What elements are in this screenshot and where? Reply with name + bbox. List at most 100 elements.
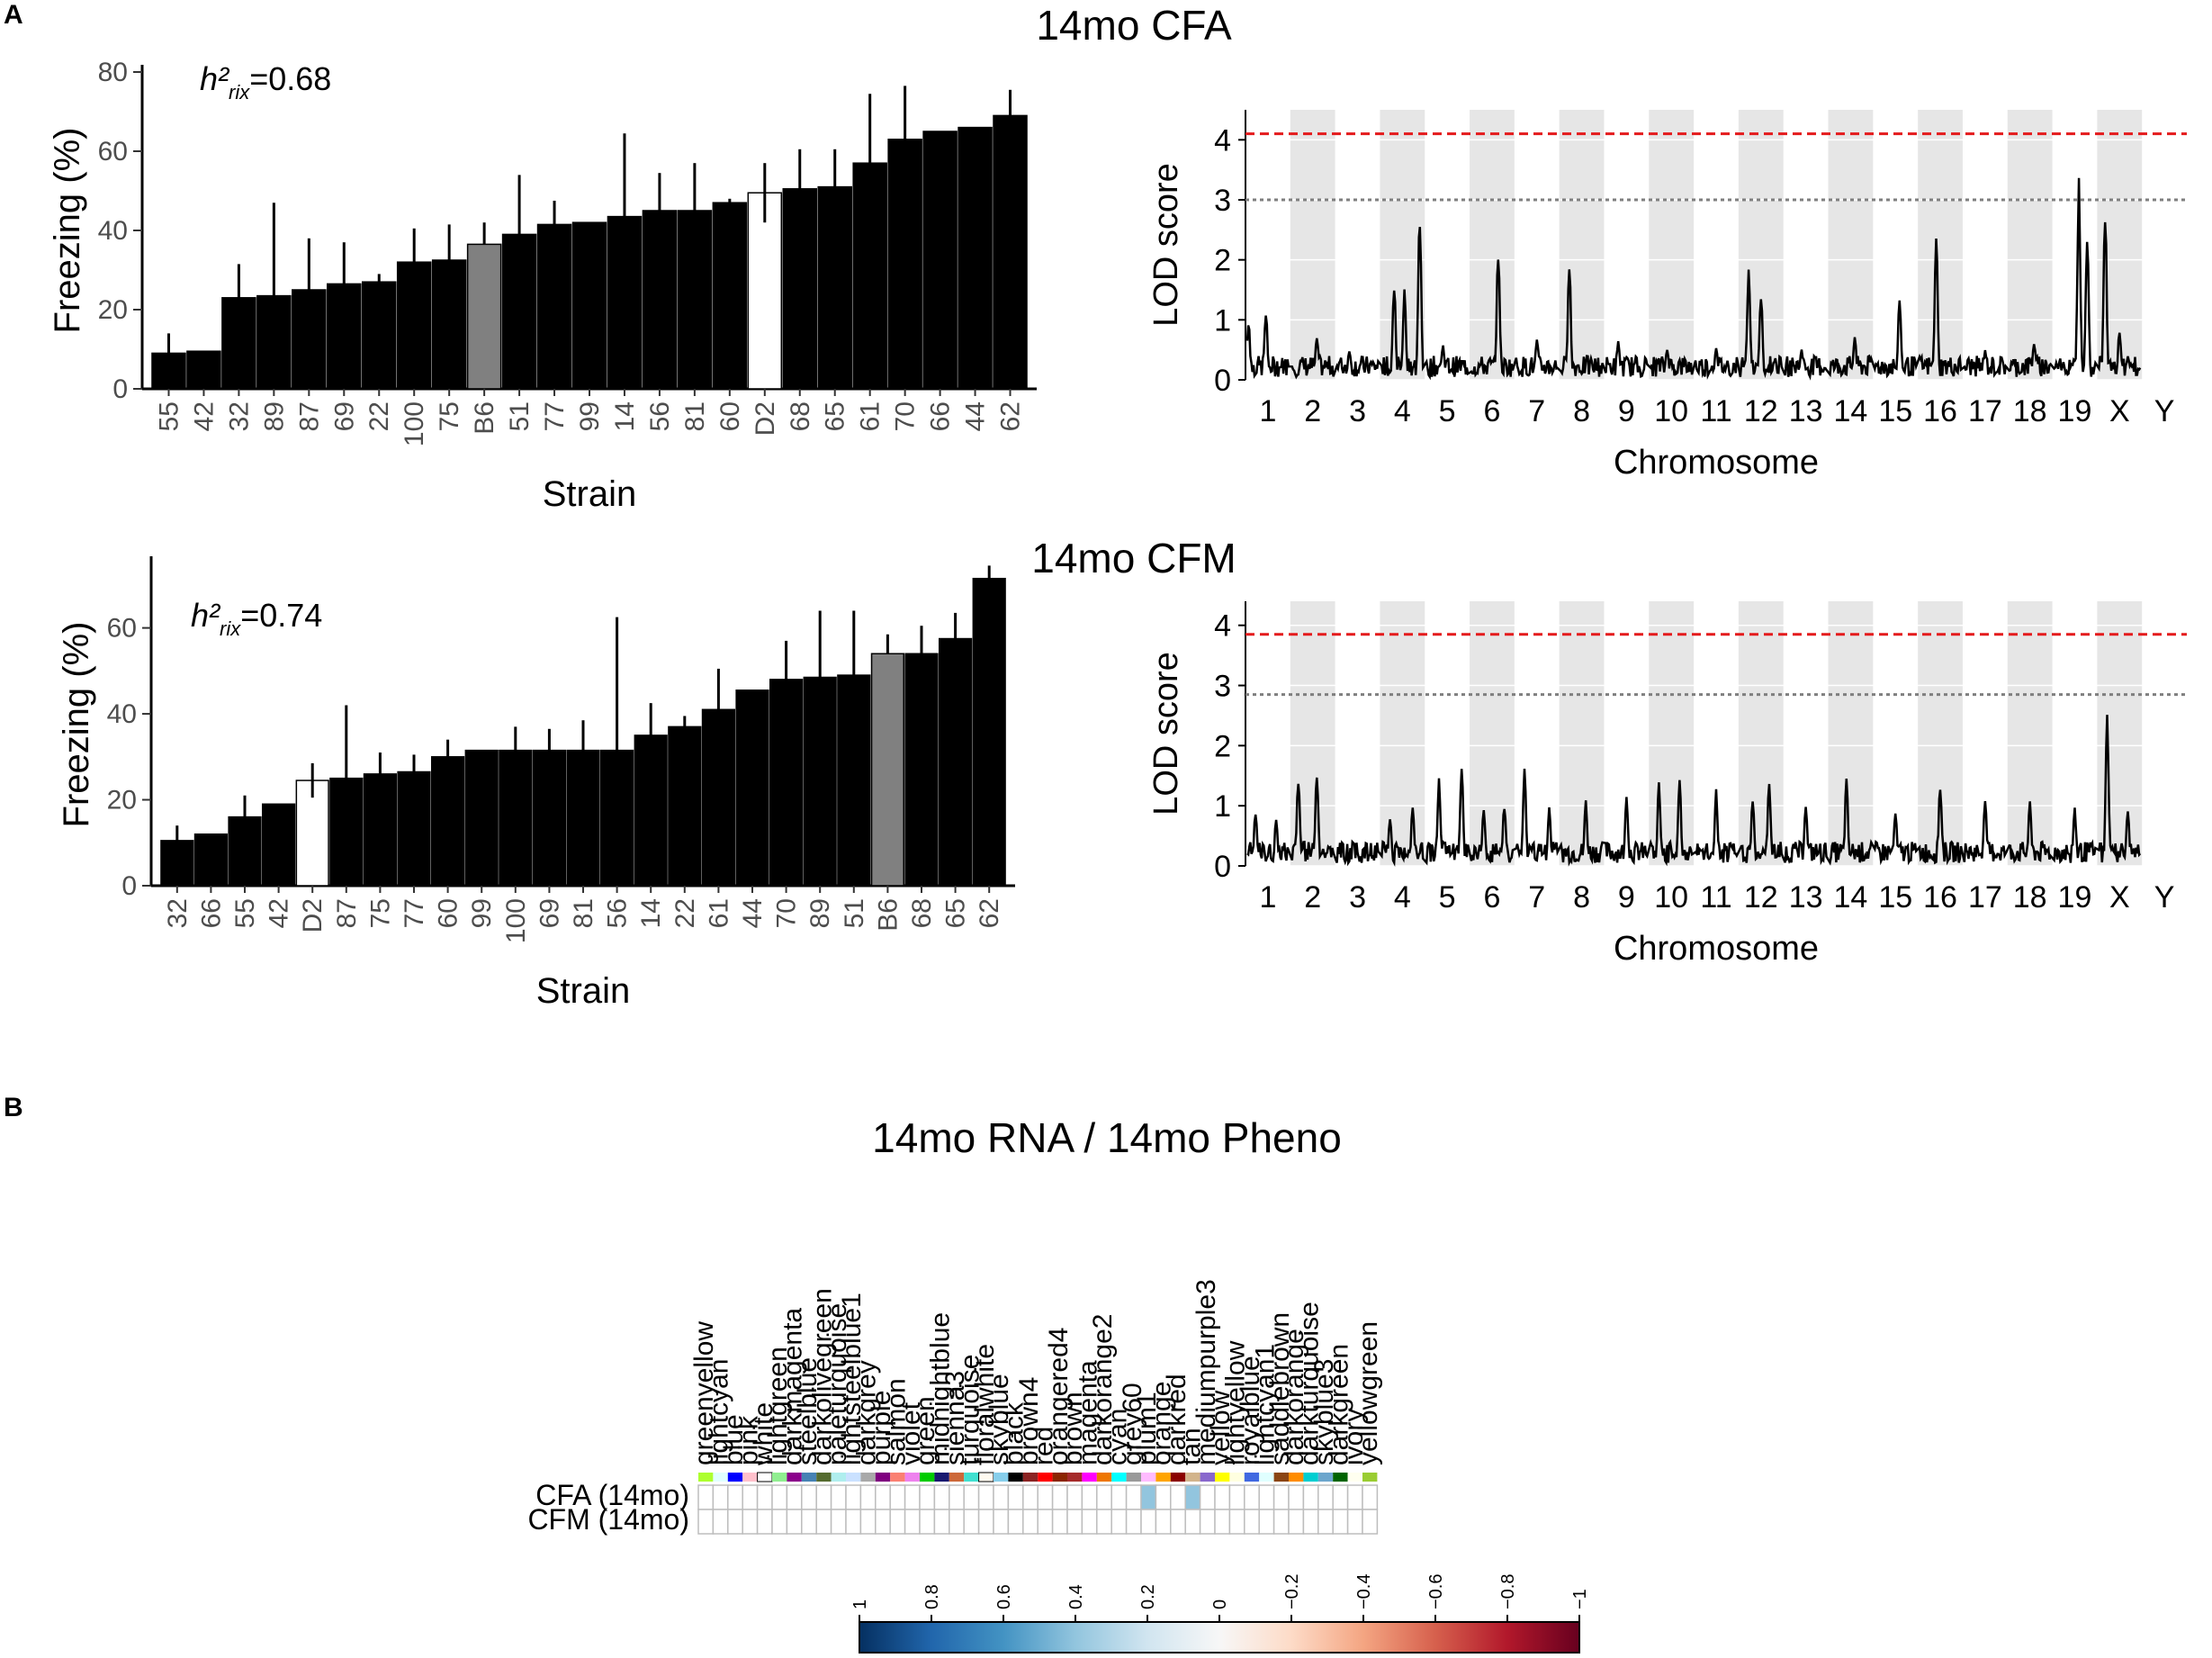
module-label-violet: violet bbox=[896, 1401, 926, 1465]
bar-69 bbox=[327, 283, 362, 390]
lod-trace bbox=[1245, 177, 2142, 381]
module-swatch-mediumpurple3 bbox=[1200, 1473, 1215, 1482]
heatmap-cell bbox=[1096, 1484, 1112, 1510]
chrom-label-2: 2 bbox=[1304, 394, 1321, 428]
bar-65 bbox=[938, 637, 973, 887]
module-label-green: green bbox=[911, 1396, 940, 1465]
heatmap-cell bbox=[1272, 1484, 1290, 1510]
chrom-label-13: 13 bbox=[1789, 394, 1823, 428]
module-label-yellow: yellow bbox=[1206, 1390, 1236, 1465]
x-tick-label-62: 62 bbox=[996, 401, 1026, 431]
x-tick-label-68: 68 bbox=[907, 898, 937, 928]
chrom-band-2 bbox=[1290, 110, 1335, 380]
heatmap-cell bbox=[845, 1484, 862, 1510]
module-label-darkred: darkred bbox=[1162, 1374, 1191, 1465]
x-tick-label-61: 61 bbox=[704, 898, 733, 928]
heatmap-cell bbox=[845, 1509, 862, 1535]
module-label-purple: purple bbox=[867, 1391, 896, 1465]
chrom-label-X: X bbox=[2109, 394, 2130, 428]
chrom-label-7: 7 bbox=[1528, 394, 1545, 428]
module-swatch-black bbox=[1008, 1473, 1023, 1482]
heatmap-cell bbox=[1051, 1484, 1068, 1510]
chrom-label-5: 5 bbox=[1439, 880, 1456, 915]
row-label-1: CFM (14mo) bbox=[527, 1503, 689, 1536]
heatmap-cell bbox=[949, 1484, 965, 1510]
module-swatch-darkgrey bbox=[860, 1473, 876, 1482]
module-label-blue: blue bbox=[719, 1414, 749, 1465]
module-swatch-darkred bbox=[1170, 1473, 1186, 1482]
chrom-label-X: X bbox=[2109, 880, 2130, 915]
heatmap-cell bbox=[859, 1509, 877, 1535]
chrom-label-9: 9 bbox=[1618, 394, 1635, 428]
colorbar-tick-label: −0.4 bbox=[1354, 1574, 1374, 1609]
heatmap-cell bbox=[1037, 1484, 1054, 1510]
heatmap-cell bbox=[1170, 1509, 1186, 1535]
chrom-band-12 bbox=[1738, 110, 1784, 380]
module-swatch-darkolivegreen bbox=[816, 1473, 832, 1482]
heatmap-cell bbox=[875, 1509, 891, 1535]
chrom-band-18 bbox=[2007, 601, 2053, 866]
module-swatch-orangered4 bbox=[1052, 1473, 1067, 1482]
x-axis-title: Chromosome bbox=[1614, 444, 1819, 482]
chrom-label-2: 2 bbox=[1304, 880, 1321, 915]
module-label-lightcyan1: lightcyan1 bbox=[1250, 1344, 1280, 1465]
heatmap-cell bbox=[1228, 1484, 1245, 1510]
heatmap-cell bbox=[1199, 1509, 1216, 1535]
bar-66 bbox=[193, 833, 229, 887]
y-tick-label: 0 bbox=[1214, 850, 1231, 884]
heatmap-cell bbox=[1022, 1509, 1039, 1535]
heatmap-cell bbox=[904, 1509, 921, 1535]
x-tick-label-69: 69 bbox=[329, 401, 359, 431]
module-label-royalblue: royalblue bbox=[1236, 1356, 1265, 1465]
h2-value: =0.68 bbox=[249, 60, 331, 97]
module-swatch-lightgreen bbox=[772, 1473, 787, 1482]
h2-subscript: rix bbox=[229, 81, 250, 104]
heritability-annotation: h²rix=0.74 bbox=[191, 597, 322, 640]
module-label-lightgreen: lightgreen bbox=[763, 1347, 793, 1465]
heatmap-cell bbox=[1258, 1484, 1275, 1510]
chrom-label-8: 8 bbox=[1573, 394, 1590, 428]
bar-70 bbox=[769, 679, 804, 887]
x-tick-label-65: 65 bbox=[821, 401, 850, 431]
x-tick-label-77: 77 bbox=[400, 898, 429, 928]
heatmap-cell bbox=[889, 1509, 906, 1535]
module-swatch-purple bbox=[875, 1473, 891, 1482]
heatmap-cell bbox=[1362, 1484, 1379, 1510]
chrom-label-14: 14 bbox=[1834, 880, 1868, 915]
h2-value: =0.74 bbox=[240, 597, 322, 634]
chrom-label-19: 19 bbox=[2058, 880, 2092, 915]
colorbar-tick-label: 0.8 bbox=[922, 1584, 942, 1609]
bar-66 bbox=[922, 131, 958, 390]
panel-label-b: B bbox=[4, 1093, 23, 1122]
y-tick-label: 3 bbox=[1214, 670, 1231, 704]
heatmap-cell bbox=[1332, 1509, 1349, 1535]
module-swatch-darkgreen bbox=[1333, 1473, 1348, 1482]
bar-61 bbox=[852, 162, 887, 390]
colorbar-tick-label: 0 bbox=[1210, 1599, 1230, 1609]
x-tick-label-44: 44 bbox=[738, 898, 768, 928]
colorbar-tick-label: −1 bbox=[1570, 1589, 1590, 1609]
chrom-label-1: 1 bbox=[1259, 394, 1276, 428]
colorbar-tick-label: −0.6 bbox=[1426, 1574, 1446, 1609]
chrom-label-15: 15 bbox=[1878, 394, 1912, 428]
chrom-label-18: 18 bbox=[2013, 880, 2047, 915]
y-axis-title: LOD score bbox=[1147, 652, 1185, 815]
x-tick-label-99: 99 bbox=[467, 898, 497, 928]
chrom-label-14: 14 bbox=[1834, 394, 1868, 428]
heatmap-cell bbox=[1214, 1509, 1231, 1535]
y-tick-label: 1 bbox=[1214, 303, 1231, 338]
bar-14 bbox=[634, 734, 668, 887]
x-tick-label-70: 70 bbox=[772, 898, 802, 928]
x-tick-label-14: 14 bbox=[636, 898, 666, 928]
module-label-pink: pink bbox=[733, 1415, 763, 1465]
chrom-label-12: 12 bbox=[1744, 880, 1778, 915]
module-swatch-blue bbox=[727, 1473, 743, 1482]
colorbar-tick-label: −0.8 bbox=[1498, 1574, 1518, 1609]
bar-B6 bbox=[870, 653, 905, 887]
module-swatch-magenta bbox=[1082, 1473, 1097, 1482]
heatmap-cell bbox=[1346, 1484, 1363, 1510]
x-tick-label-51: 51 bbox=[505, 401, 535, 431]
chrom-label-4: 4 bbox=[1394, 880, 1411, 915]
y-tick-label: 60 bbox=[107, 614, 137, 644]
x-tick-label-56: 56 bbox=[603, 898, 633, 928]
